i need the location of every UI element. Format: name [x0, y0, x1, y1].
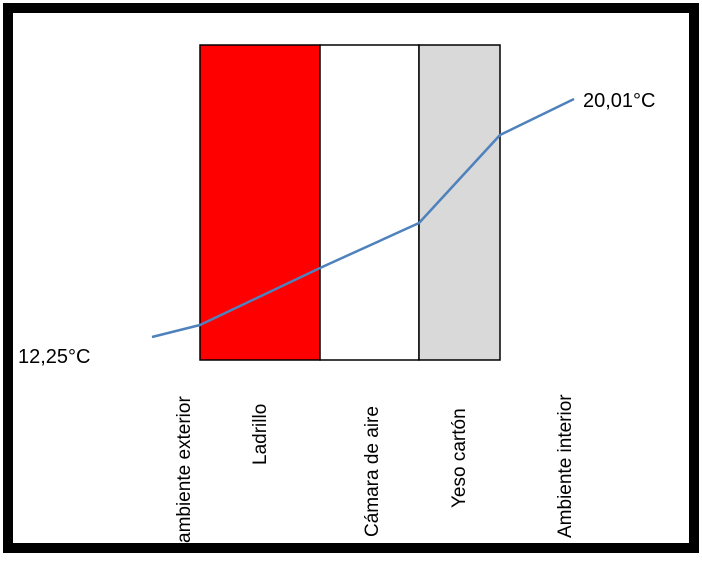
temperature-profile-line: [151, 97, 575, 339]
exterior-temperature-label: 12,25°C: [18, 346, 91, 368]
air-gap-layer: [319, 44, 420, 361]
interior-temperature-label: 20,01°C: [583, 90, 656, 112]
outer-frame: [3, 3, 699, 553]
brick-layer: [199, 44, 321, 361]
gypsum-board-layer: [418, 44, 501, 361]
layer-label-yeso-carton: Yeso cartón: [449, 408, 470, 508]
layer-label-ladrillo: Ladrillo: [250, 404, 271, 465]
layer-label-ambiente-exterior: ambiente exterior: [174, 396, 195, 543]
layer-label-camara-de-aire: Cámara de aire: [362, 406, 383, 537]
layer-label-ambiente-interior: Ambiente interior: [555, 394, 576, 538]
